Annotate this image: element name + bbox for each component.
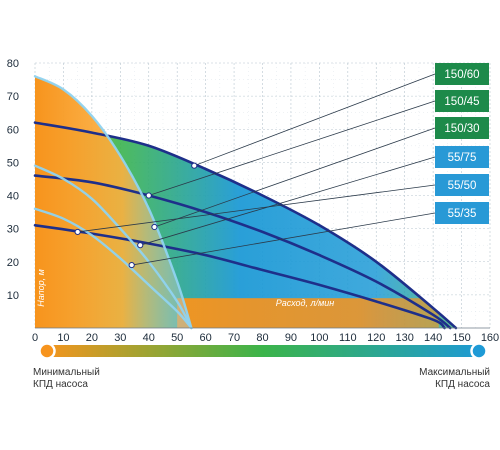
min-efficiency-caption: Минимальный КПД насоса xyxy=(33,367,100,391)
x-tick-label: 140 xyxy=(424,332,442,344)
max-efficiency-label-line1: Максимальный xyxy=(419,367,490,378)
operating-point xyxy=(74,228,81,236)
y-tick-label: 30 xyxy=(7,224,19,236)
operating-point xyxy=(151,223,158,231)
legend-badges: 150/60 150/45 150/30 55/75 55/50 55/35 xyxy=(435,63,489,224)
x-tick-label: 70 xyxy=(228,332,240,344)
leader-line xyxy=(148,100,436,196)
legend-badge-150-60: 150/60 xyxy=(435,63,489,85)
axes: 0 10 20 30 40 50 60 70 80 90 100 110 120 130 140 150 160… xyxy=(7,58,499,344)
x-tick-label: 100 xyxy=(310,332,328,344)
x-tick-label: 90 xyxy=(285,332,297,344)
x-axis-label: Расход, л/мин xyxy=(276,298,334,308)
x-tick-label: 150 xyxy=(452,332,470,344)
curve-150-45 xyxy=(33,174,452,330)
curve-150-60 xyxy=(33,121,458,330)
y-tick-label: 10 xyxy=(7,290,19,302)
leader-line xyxy=(77,184,436,233)
efficiency-color-bar xyxy=(38,342,488,360)
min-efficiency-marker xyxy=(38,342,56,360)
legend-badge-bg xyxy=(435,63,489,85)
leader-line xyxy=(194,73,436,167)
y-tick-label: 80 xyxy=(7,58,19,70)
curves xyxy=(33,75,458,330)
x-tick-label: 40 xyxy=(143,332,155,344)
x-tick-label: 80 xyxy=(256,332,268,344)
y-tick-label: 60 xyxy=(7,124,19,136)
min-efficiency-label-line2: КПД насоса xyxy=(33,379,88,390)
legend-badge-bg xyxy=(435,202,489,224)
legend-badge-150-30: 150/30 xyxy=(435,117,489,139)
curve-150-30 xyxy=(33,224,446,330)
y-tick-label: 20 xyxy=(7,257,19,269)
legend-badge-55-35: 55/35 xyxy=(435,202,489,224)
min-efficiency-label-line1: Минимальный xyxy=(33,367,100,378)
legend-badge-label: 150/30 xyxy=(444,123,479,135)
curve-55-35 xyxy=(33,207,193,330)
leader-line xyxy=(140,156,436,246)
x-tick-label: 20 xyxy=(86,332,98,344)
y-tick-label: 40 xyxy=(7,191,19,203)
x-tick-label: 50 xyxy=(171,332,183,344)
efficiency-gradient-bar xyxy=(42,345,484,357)
operating-point xyxy=(145,192,152,199)
leader-line xyxy=(154,127,436,228)
legend-badge-150-45: 150/45 xyxy=(435,90,489,112)
operating-point xyxy=(137,242,144,249)
low-efficiency-bottom-zone xyxy=(177,298,439,328)
x-tick-label: 60 xyxy=(200,332,212,344)
x-tick-label: 110 xyxy=(339,332,357,344)
legend-badge-label: 150/45 xyxy=(444,96,479,108)
y-axis-label: Напор, м xyxy=(36,269,46,307)
curve-55-50 xyxy=(33,164,193,330)
leader-lines xyxy=(77,73,436,266)
leader-line xyxy=(131,212,436,266)
x-tick-label: 120 xyxy=(367,332,385,344)
operating-points xyxy=(74,162,198,269)
legend-badge-bg xyxy=(435,90,489,112)
legend-badge-55-75: 55/75 xyxy=(435,146,489,168)
x-tick-label: 130 xyxy=(396,332,414,344)
legend-badge-label: 150/60 xyxy=(444,69,479,81)
operating-point xyxy=(128,261,135,269)
legend-badge-bg xyxy=(435,146,489,168)
curve-55-75 xyxy=(33,75,193,330)
max-efficiency-label-line2: КПД насоса xyxy=(435,379,490,390)
x-tick-label: 160 xyxy=(481,332,499,344)
x-tick-label: 30 xyxy=(114,332,126,344)
max-efficiency-marker xyxy=(470,342,488,360)
y-tick-label: 70 xyxy=(7,91,19,103)
max-efficiency-caption: Максимальный КПД насоса xyxy=(419,367,490,391)
legend-badge-label: 55/50 xyxy=(448,180,477,192)
legend-badge-bg xyxy=(435,174,489,196)
operating-point xyxy=(191,162,198,169)
y-tick-label: 50 xyxy=(7,157,19,169)
legend-badge-55-50: 55/50 xyxy=(435,174,489,196)
legend-badge-label: 55/75 xyxy=(448,152,477,164)
legend-badge-label: 55/35 xyxy=(448,208,477,220)
legend-badge-bg xyxy=(435,117,489,139)
x-tick-label: 10 xyxy=(57,332,69,344)
x-tick-label: 0 xyxy=(32,332,38,344)
